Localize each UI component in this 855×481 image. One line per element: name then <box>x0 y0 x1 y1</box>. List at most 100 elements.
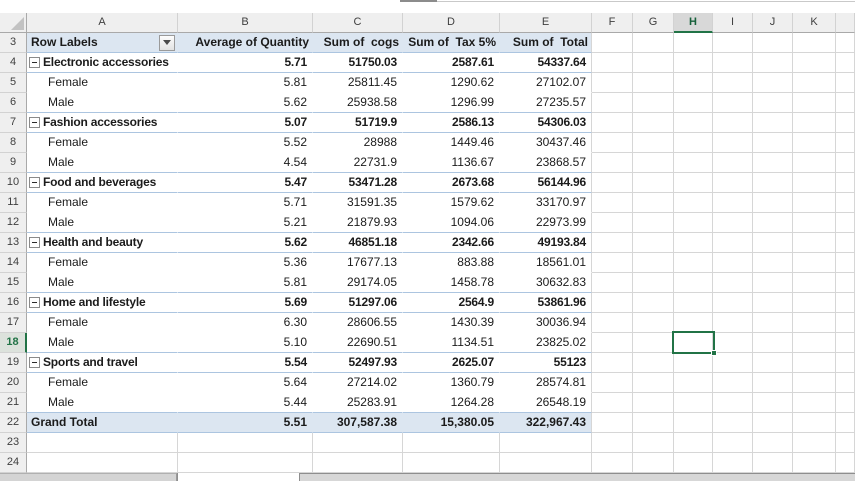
cell-K19[interactable] <box>793 353 836 373</box>
cell-J12[interactable] <box>753 213 793 233</box>
cell-H24[interactable] <box>674 453 713 473</box>
cell-G17[interactable] <box>633 313 674 333</box>
cell-B4[interactable]: 5.71 <box>178 53 313 73</box>
cell-K3[interactable] <box>793 33 836 53</box>
cell-K22[interactable] <box>793 413 836 433</box>
cell-K23[interactable] <box>793 433 836 453</box>
cell-B14[interactable]: 5.36 <box>283 255 307 269</box>
cell-J22[interactable] <box>753 413 793 433</box>
cell-partial18[interactable] <box>836 333 855 353</box>
cell-C18[interactable]: 22690.51 <box>313 333 403 353</box>
column-header-D[interactable]: D <box>403 13 500 33</box>
row-header-3[interactable]: 3 <box>0 33 27 53</box>
cell-G16[interactable] <box>633 293 674 313</box>
cell-E9[interactable]: 23868.57 <box>500 153 592 173</box>
cell-C13[interactable]: 46851.18 <box>313 233 403 253</box>
cell-C19[interactable]: 52497.93 <box>313 353 403 373</box>
cell-G10[interactable] <box>633 173 674 193</box>
cell-H23[interactable] <box>674 433 713 453</box>
cell-I21[interactable] <box>713 393 753 413</box>
cell-E12[interactable]: 22973.99 <box>500 213 592 233</box>
row-header-7[interactable]: 7 <box>0 113 27 133</box>
row-header-10[interactable]: 10 <box>0 173 27 193</box>
cell-J16[interactable] <box>753 293 793 313</box>
cell-F23[interactable] <box>592 433 633 453</box>
cell-I8[interactable] <box>713 133 753 153</box>
cell-D16[interactable]: 2564.9 <box>403 293 500 313</box>
cell-F15[interactable] <box>592 273 633 293</box>
cell-H19[interactable] <box>674 353 713 373</box>
cell-D23[interactable] <box>403 433 500 453</box>
column-header-I[interactable]: I <box>713 13 753 33</box>
cell-partial19[interactable] <box>836 353 855 373</box>
cell-partial22[interactable] <box>836 413 855 433</box>
cell-A18[interactable]: Male <box>27 333 178 353</box>
cell-A17[interactable]: Female <box>27 313 178 333</box>
cell-G21[interactable] <box>633 393 674 413</box>
fill-handle[interactable] <box>711 350 717 356</box>
cell-H22[interactable] <box>674 413 713 433</box>
horizontal-scrollbar-area[interactable] <box>300 473 855 481</box>
cell-H8[interactable] <box>674 133 713 153</box>
collapse-button[interactable] <box>29 297 40 308</box>
cell-D21[interactable]: 1264.28 <box>403 393 500 413</box>
cell-K4[interactable] <box>793 53 836 73</box>
cell-A12[interactable]: Male <box>27 213 178 233</box>
cell-E10[interactable]: 56144.96 <box>500 173 592 193</box>
cell-D13[interactable]: 2342.66 <box>403 233 500 253</box>
cell-A7[interactable]: Fashion accessories <box>27 113 178 133</box>
cell-G7[interactable] <box>633 113 674 133</box>
cell-J6[interactable] <box>753 93 793 113</box>
cell-G6[interactable] <box>633 93 674 113</box>
cell-B7[interactable]: 5.07 <box>178 113 313 133</box>
cell-H7[interactable] <box>674 113 713 133</box>
cell-K15[interactable] <box>793 273 836 293</box>
cell-I14[interactable] <box>713 253 753 273</box>
cell-D18[interactable]: 1134.51 <box>403 333 500 353</box>
cell-I12[interactable] <box>713 213 753 233</box>
cell-J18[interactable] <box>753 333 793 353</box>
cell-E7[interactable]: 54306.03 <box>500 113 592 133</box>
cell-K20[interactable] <box>793 373 836 393</box>
cell-K11[interactable] <box>793 193 836 213</box>
cell-C9[interactable]: 22731.9 <box>313 153 403 173</box>
cell-partial24[interactable] <box>836 453 855 473</box>
row-header-24[interactable]: 24 <box>0 453 27 473</box>
column-header-A[interactable]: A <box>27 13 178 33</box>
cell-B5[interactable]: 5.81 <box>283 75 307 89</box>
cell-H11[interactable] <box>674 193 713 213</box>
cell-G20[interactable] <box>633 373 674 393</box>
cell-I15[interactable] <box>713 273 753 293</box>
column-header-E[interactable]: E <box>500 13 592 33</box>
cell-I11[interactable] <box>713 193 753 213</box>
cell-E19[interactable]: 55123 <box>500 353 592 373</box>
collapse-button[interactable] <box>29 237 40 248</box>
cell-partial8[interactable] <box>836 133 855 153</box>
cell-F14[interactable] <box>592 253 633 273</box>
cell-A21[interactable]: Male <box>27 393 178 413</box>
row-header-21[interactable]: 21 <box>0 393 27 413</box>
cell-I24[interactable] <box>713 453 753 473</box>
cell-I16[interactable] <box>713 293 753 313</box>
cell-J5[interactable] <box>753 73 793 93</box>
cell-A6[interactable]: Male <box>27 93 178 113</box>
row-header-20[interactable]: 20 <box>0 373 27 393</box>
cell-A13[interactable]: Health and beauty <box>27 233 178 253</box>
cell-K7[interactable] <box>793 113 836 133</box>
cell-H9[interactable] <box>674 153 713 173</box>
cell-C24[interactable] <box>313 453 403 473</box>
cell-D11[interactable]: 1579.62 <box>450 195 494 209</box>
cell-B21[interactable]: 5.44 <box>178 393 313 413</box>
row-header-19[interactable]: 19 <box>0 353 27 373</box>
cell-B12[interactable]: 5.21 <box>178 213 313 233</box>
collapse-button[interactable] <box>29 177 40 188</box>
cell-D8[interactable]: 1449.46 <box>450 135 494 149</box>
cell-K6[interactable] <box>793 93 836 113</box>
cell-E17[interactable]: 30036.94 <box>500 313 592 333</box>
column-header-H[interactable]: H <box>674 13 713 33</box>
cell-A8[interactable]: Female <box>27 133 178 153</box>
cell-J8[interactable] <box>753 133 793 153</box>
cell-F9[interactable] <box>592 153 633 173</box>
cell-H17[interactable] <box>674 313 713 333</box>
cell-partial11[interactable] <box>836 193 855 213</box>
